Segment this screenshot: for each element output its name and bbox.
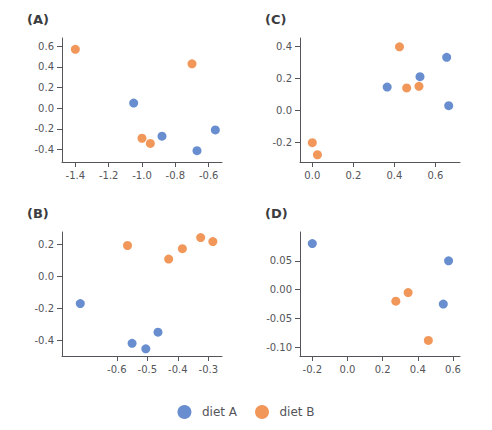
- svg-text:-1.0: -1.0: [132, 170, 152, 181]
- svg-text:0.6: 0.6: [445, 364, 461, 375]
- svg-text:-0.4: -0.4: [34, 144, 54, 155]
- svg-text:-0.2: -0.2: [272, 137, 292, 148]
- svg-text:0.6: 0.6: [427, 170, 443, 181]
- svg-text:-0.5: -0.5: [138, 364, 158, 375]
- svg-text:0.0: 0.0: [304, 170, 320, 181]
- svg-text:-0.6: -0.6: [199, 170, 219, 181]
- svg-text:-1.4: -1.4: [66, 170, 86, 181]
- svg-text:-0.10: -0.10: [266, 342, 292, 353]
- svg-text:0.05: 0.05: [270, 255, 292, 266]
- svg-text:0.2: 0.2: [276, 73, 292, 84]
- svg-text:(D): (D): [265, 206, 288, 221]
- svg-text:-0.6: -0.6: [107, 364, 127, 375]
- svg-text:-0.2: -0.2: [303, 364, 323, 375]
- svg-text:-0.05: -0.05: [266, 313, 292, 324]
- svg-text:0.4: 0.4: [410, 364, 426, 375]
- svg-text:0.2: 0.2: [375, 364, 391, 375]
- svg-text:0.00: 0.00: [270, 284, 292, 295]
- svg-text:0.0: 0.0: [276, 105, 292, 116]
- svg-text:0.2: 0.2: [38, 82, 54, 93]
- svg-text:(A): (A): [27, 12, 49, 27]
- svg-text:(B): (B): [27, 206, 49, 221]
- svg-text:-0.3: -0.3: [199, 364, 219, 375]
- svg-text:0.6: 0.6: [38, 41, 54, 52]
- svg-text:0.2: 0.2: [345, 170, 361, 181]
- svg-text:0.2: 0.2: [38, 239, 54, 250]
- svg-text:diet A: diet A: [202, 405, 238, 419]
- svg-text:0.4: 0.4: [276, 41, 292, 52]
- svg-text:(C): (C): [265, 12, 286, 27]
- svg-text:-0.4: -0.4: [34, 335, 54, 346]
- svg-text:diet B: diet B: [279, 405, 314, 419]
- svg-text:0.4: 0.4: [38, 61, 54, 72]
- svg-text:0.0: 0.0: [340, 364, 356, 375]
- svg-text:0.0: 0.0: [38, 103, 54, 114]
- svg-text:0.0: 0.0: [38, 271, 54, 282]
- svg-text:-0.2: -0.2: [34, 303, 54, 314]
- svg-text:-0.2: -0.2: [34, 123, 54, 134]
- svg-text:-0.8: -0.8: [166, 170, 186, 181]
- svg-text:-1.2: -1.2: [99, 170, 119, 181]
- svg-text:0.4: 0.4: [386, 170, 402, 181]
- svg-text:-0.4: -0.4: [168, 364, 188, 375]
